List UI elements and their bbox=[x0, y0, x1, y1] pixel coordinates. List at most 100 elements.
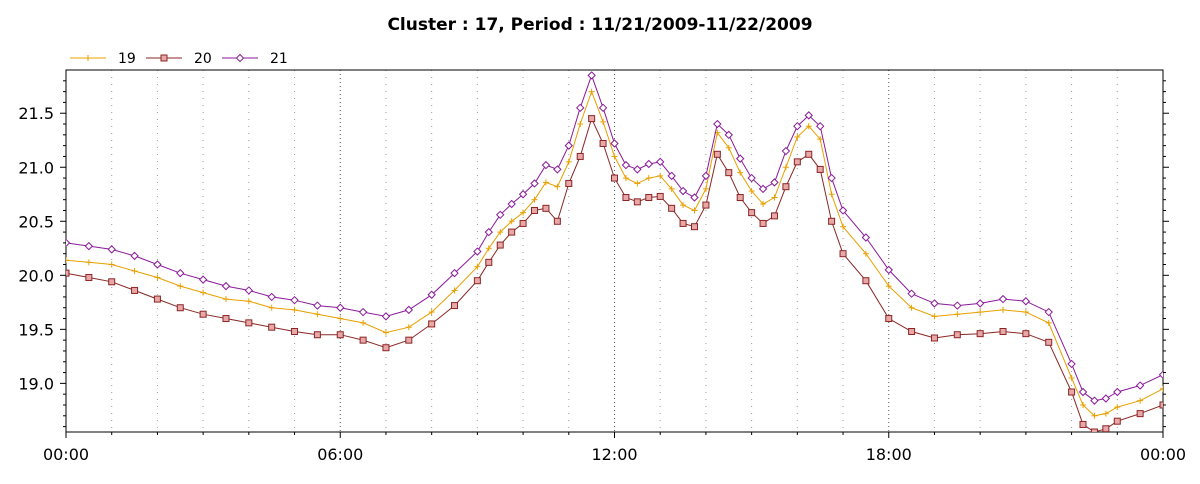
data-point-20 bbox=[359, 336, 367, 344]
data-point-19 bbox=[1114, 404, 1121, 411]
data-point-21 bbox=[221, 281, 231, 291]
data-point-21 bbox=[1044, 307, 1053, 317]
data-point-19 bbox=[668, 185, 675, 192]
data-point-19 bbox=[645, 175, 652, 182]
data-point-19 bbox=[1160, 385, 1163, 392]
data-point-20 bbox=[828, 217, 836, 225]
data-point-19 bbox=[977, 309, 984, 316]
data-point-19 bbox=[1137, 397, 1144, 404]
data-point-21 bbox=[656, 157, 665, 167]
legend-marker bbox=[85, 55, 91, 61]
legend-item-19: 19 bbox=[70, 51, 136, 67]
data-point-21 bbox=[553, 165, 562, 174]
data-point-21 bbox=[953, 301, 962, 310]
data-point-20 bbox=[885, 315, 893, 323]
data-point-19 bbox=[1022, 309, 1029, 316]
data-point-20 bbox=[1113, 417, 1121, 425]
axes-layer: 00:00 06:00 12:00 18:00 00:00 19.0 19.5 20.0 20.… bbox=[18, 80, 1186, 464]
data-point-20 bbox=[428, 320, 436, 328]
data-point-19 bbox=[154, 274, 161, 281]
x-tick-label: 00:00 bbox=[43, 445, 89, 464]
data-point-19 bbox=[600, 118, 607, 125]
data-point-19 bbox=[337, 315, 344, 322]
data-point-20 bbox=[268, 323, 276, 331]
data-point-19 bbox=[840, 223, 847, 230]
data-point-21 bbox=[1101, 394, 1111, 403]
data-point-19 bbox=[291, 306, 298, 313]
legend-item-20: 20 bbox=[146, 51, 212, 67]
data-point-20 bbox=[531, 206, 539, 214]
data-point-21 bbox=[793, 121, 802, 131]
data-point-20 bbox=[176, 304, 184, 312]
data-point-19 bbox=[725, 144, 732, 151]
data-point-20 bbox=[668, 204, 676, 212]
y-tick-label: 21.0 bbox=[18, 158, 54, 177]
data-point-21 bbox=[644, 159, 653, 169]
data-point-21 bbox=[198, 275, 208, 284]
data-point-19 bbox=[748, 188, 755, 195]
data-point-20 bbox=[291, 328, 299, 336]
data-point-21 bbox=[564, 141, 573, 150]
data-point-20 bbox=[519, 219, 527, 227]
data-point-19 bbox=[108, 261, 115, 268]
data-point-20 bbox=[816, 165, 824, 173]
data-point-19 bbox=[66, 257, 69, 264]
data-point-21 bbox=[838, 206, 848, 215]
data-point-20 bbox=[336, 331, 344, 339]
data-point-19 bbox=[474, 263, 481, 270]
data-point-20 bbox=[131, 286, 139, 294]
data-point-21 bbox=[496, 210, 505, 220]
data-point-21 bbox=[735, 154, 745, 163]
data-point-20 bbox=[496, 241, 504, 249]
series-21 bbox=[66, 71, 1163, 405]
data-point-20 bbox=[679, 219, 687, 227]
data-point-20 bbox=[199, 310, 207, 318]
series-layer bbox=[66, 71, 1163, 432]
data-point-20 bbox=[1022, 330, 1030, 338]
data-point-19 bbox=[680, 202, 687, 209]
data-point-21 bbox=[678, 186, 688, 196]
data-point-20 bbox=[622, 194, 630, 202]
data-point-21 bbox=[724, 130, 733, 140]
data-point-21 bbox=[633, 165, 642, 174]
data-point-19 bbox=[85, 259, 92, 266]
x-tick-label: 06:00 bbox=[317, 445, 363, 464]
data-point-21 bbox=[530, 179, 539, 188]
data-point-21 bbox=[621, 160, 631, 170]
data-point-21 bbox=[1135, 381, 1145, 390]
data-point-20 bbox=[313, 331, 321, 339]
data-point-19 bbox=[634, 180, 641, 187]
x-tick-label: 00:00 bbox=[1140, 445, 1186, 464]
data-point-19 bbox=[508, 218, 515, 225]
data-point-20 bbox=[702, 201, 710, 209]
data-point-20 bbox=[451, 302, 459, 310]
data-point-20 bbox=[565, 179, 573, 187]
legend-item-21: 21 bbox=[222, 51, 288, 67]
data-point-21 bbox=[66, 238, 71, 248]
data-point-20 bbox=[553, 217, 561, 225]
data-point-19 bbox=[622, 175, 629, 182]
data-point-19 bbox=[885, 283, 892, 290]
data-point-21 bbox=[404, 305, 414, 315]
data-point-19 bbox=[1080, 401, 1087, 408]
data-point-19 bbox=[577, 121, 584, 128]
data-point-21 bbox=[930, 299, 939, 308]
data-point-19 bbox=[451, 287, 458, 294]
data-point-21 bbox=[507, 199, 516, 209]
data-point-20 bbox=[611, 174, 618, 182]
data-point-21 bbox=[153, 260, 162, 269]
data-point-20 bbox=[1068, 388, 1076, 396]
data-point-20 bbox=[713, 150, 721, 158]
data-point-20 bbox=[736, 194, 744, 202]
data-point-19 bbox=[131, 267, 138, 274]
data-point-20 bbox=[770, 212, 778, 220]
data-point-20 bbox=[542, 204, 550, 212]
data-point-21 bbox=[713, 119, 722, 129]
data-point-20 bbox=[485, 258, 493, 266]
data-point-19 bbox=[817, 136, 824, 143]
series-19 bbox=[66, 88, 1163, 419]
data-point-21 bbox=[1021, 297, 1031, 306]
data-point-20 bbox=[576, 152, 584, 160]
